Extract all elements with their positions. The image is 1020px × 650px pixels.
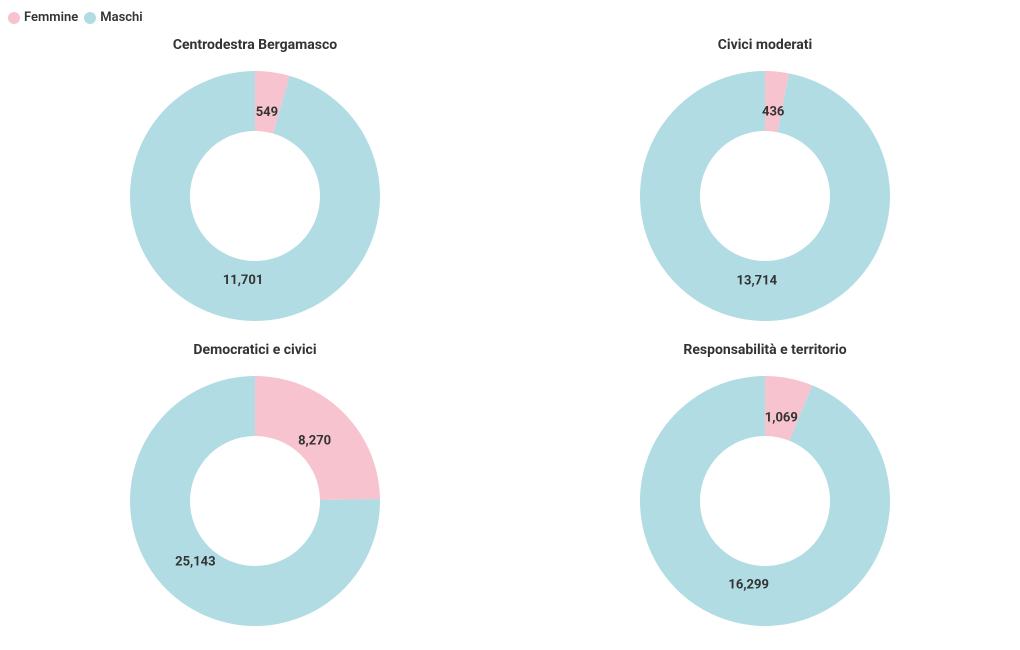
slice-value-label: 549 bbox=[256, 104, 278, 119]
legend-swatch-maschi bbox=[84, 12, 96, 24]
slice-value-label: 1,069 bbox=[765, 410, 798, 425]
panel-title: Responsabilità e territorio bbox=[683, 342, 846, 358]
slice-value-label: 436 bbox=[762, 104, 785, 119]
donut-chart: 549 11,701 bbox=[115, 56, 395, 336]
donut-grid: Centrodestra Bergamasco 549 11,701 Civici… bbox=[0, 31, 1020, 641]
donut-chart: 436 13,714 bbox=[625, 56, 905, 336]
panel-0: Centrodestra Bergamasco 549 11,701 bbox=[0, 31, 510, 336]
slice-value-label: 11,701 bbox=[223, 273, 264, 288]
chart-legend: Femmine Maschi bbox=[0, 0, 1020, 31]
panel-title: Centrodestra Bergamasco bbox=[173, 37, 337, 53]
panel-title: Democratici e civici bbox=[193, 342, 316, 358]
donut-wrap: 8,270 25,143 bbox=[0, 360, 510, 641]
donut-chart: 1,069 16,299 bbox=[625, 361, 905, 641]
slice-value-label: 25,143 bbox=[175, 554, 216, 569]
donut-wrap: 436 13,714 bbox=[510, 55, 1020, 336]
donut-wrap: 549 11,701 bbox=[0, 55, 510, 336]
donut-wrap: 1,069 16,299 bbox=[510, 360, 1020, 641]
legend-label-maschi: Maschi bbox=[100, 10, 142, 25]
panel-title: Civici moderati bbox=[718, 37, 812, 53]
panel-2: Democratici e civici 8,270 25,143 bbox=[0, 336, 510, 641]
slice-value-label: 8,270 bbox=[298, 433, 331, 448]
slice-value-label: 13,714 bbox=[737, 273, 778, 288]
legend-item-maschi: Maschi bbox=[84, 10, 142, 25]
panel-1: Civici moderati 436 13,714 bbox=[510, 31, 1020, 336]
donut-chart: 8,270 25,143 bbox=[115, 361, 395, 641]
legend-swatch-femmine bbox=[8, 12, 20, 24]
slice-value-label: 16,299 bbox=[728, 577, 769, 592]
legend-label-femmine: Femmine bbox=[24, 10, 78, 25]
panel-3: Responsabilità e territorio 1,069 16,299 bbox=[510, 336, 1020, 641]
legend-item-femmine: Femmine bbox=[8, 10, 78, 25]
